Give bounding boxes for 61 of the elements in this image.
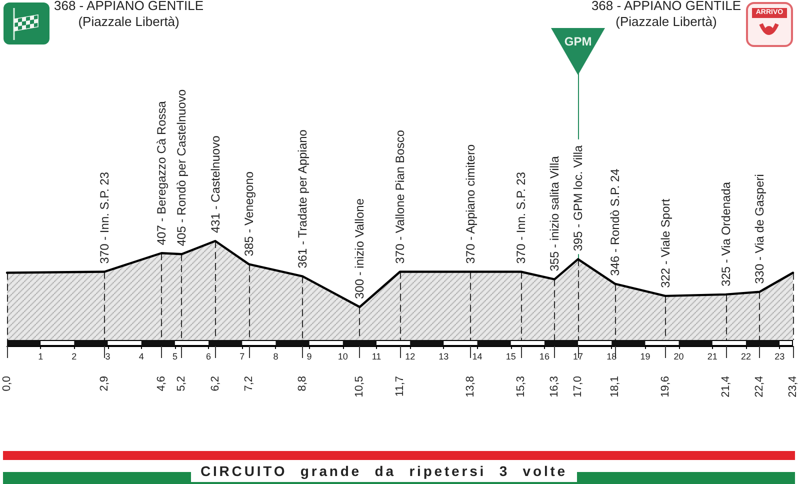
x-tick-label: 23 <box>774 352 785 362</box>
data-label: 370 - Inn. S.P. 23 <box>514 172 528 264</box>
x2-tick-label: 4,6 <box>156 376 168 392</box>
x-tick-label: 7 <box>240 352 245 362</box>
x-tick-label: 21 <box>707 352 718 362</box>
x2-tick-label: 15,3 <box>514 376 527 398</box>
x-tick-label: 13 <box>438 352 449 362</box>
x2-tick-label: 10,5 <box>354 376 366 398</box>
x-tick-label: 22 <box>740 352 751 362</box>
x2-tick-label: 23,4 <box>787 376 799 398</box>
x-tick-label: 8 <box>273 352 278 362</box>
data-label: 370 - Vallone Pian Bosco <box>393 130 407 264</box>
x2-tick-label: 6,2 <box>209 376 222 392</box>
x2-tick-label: 8,8 <box>296 376 309 392</box>
data-label: 355 - inizio salita Villa <box>548 156 562 272</box>
x-tick-label: 5 <box>172 352 178 362</box>
x-tick-label: 6 <box>206 352 212 362</box>
x-tick-label: 2 <box>72 352 77 362</box>
x2-tick-label: 16,3 <box>548 376 561 398</box>
x2-tick-label: 18,1 <box>608 376 621 398</box>
text: 368 - APPIANO GENTILE (Piazzale Libertà) <box>54 0 204 30</box>
x-tick-label: 3 <box>105 352 110 362</box>
data-label: 370 - Inn. S.P. 23 <box>97 172 112 264</box>
text: CIRCUITO grande da ripetersi 3 volte <box>190 460 578 482</box>
x-tick-label: 1 <box>38 352 44 362</box>
x-tick-label: 12 <box>405 352 416 362</box>
x2-tick-label: 2,9 <box>98 376 110 392</box>
data-label: 395 - GPM loc. Villa <box>571 145 586 252</box>
x-tick-label: 18 <box>606 352 617 362</box>
x2-tick-label: 11,7 <box>394 376 406 397</box>
x2-tick-label: 22,4 <box>753 376 766 398</box>
data-label: 407 - Beregazzo Cà Rossa <box>154 100 169 246</box>
x2-tick-label: 17,0 <box>572 376 584 398</box>
data-label: 300 - inizio Vallone <box>352 198 367 300</box>
x2-tick-label: 0,0 <box>1 376 13 392</box>
x-tick-label: 16 <box>539 352 550 362</box>
x-tick-label: 11 <box>372 352 382 362</box>
data-label: 346 - Rondò S.P. 24 <box>608 168 622 276</box>
data-label: 385 - Venegono <box>242 171 256 256</box>
data-label: 370 - Appiano cimitero <box>464 144 478 264</box>
x2-tick-label: 5,2 <box>176 376 188 392</box>
data-label: 322 - Viale Sport <box>658 198 672 288</box>
x-tick-label: 20 <box>674 352 684 362</box>
x2-tick-label: 13,8 <box>464 376 477 398</box>
data-label: 431 - Castelnuovo <box>208 135 222 234</box>
x-tick-label: 10 <box>338 352 348 362</box>
x2-tick-label: 19,6 <box>659 376 672 398</box>
data-label: 325 - Via Ordenada <box>718 182 733 286</box>
annotation: GPM <box>564 34 592 48</box>
data-label: 361 - Tradate per Appiano <box>296 129 310 268</box>
text: 368 - APPIANO GENTILE (Piazzale Libertà) <box>591 0 741 30</box>
x-tick-label: 9 <box>306 352 312 362</box>
x-tick-label: 4 <box>138 352 144 362</box>
x-tick-label: 19 <box>640 352 650 362</box>
x-tick-label: 14 <box>472 352 482 362</box>
data-label: 405 - Rondò per Castelnuovo <box>174 89 189 246</box>
x-tick-label: 17 <box>573 352 584 362</box>
x2-tick-label: 7,2 <box>242 376 255 392</box>
x2-tick-label: 21,4 <box>720 376 732 398</box>
data-label: 330 - Via de Gasperi <box>752 174 766 284</box>
x-tick-label: 15 <box>506 352 516 362</box>
